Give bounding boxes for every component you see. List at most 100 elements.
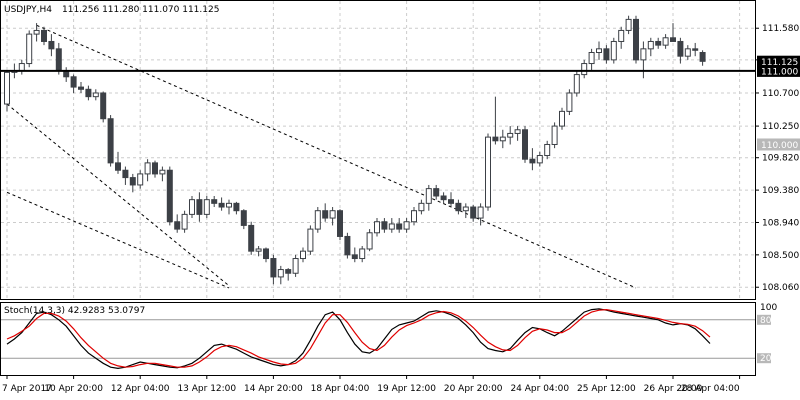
candle-bull (255, 248, 262, 252)
stoch-level-box (757, 353, 771, 364)
y-tick-label: 108.060 (762, 283, 799, 293)
stoch-panel-frame (0, 302, 756, 376)
candle-bear (699, 52, 706, 62)
x-tick-label: 19 Apr 12:00 (377, 384, 436, 394)
stoch-level-box (757, 314, 771, 325)
candle-bull (33, 29, 40, 35)
stoch-tick-label: 20 (760, 354, 772, 364)
candle-bear (337, 210, 343, 237)
candle-bull (403, 221, 410, 230)
candle-bear (492, 136, 499, 142)
stoch-panel: 100 80 20 Stoch(14,3,3) 42.9283 53.0797 (0, 302, 777, 376)
stoch-levels (1, 319, 755, 359)
candle-bull (359, 248, 366, 260)
candle-bull (514, 129, 521, 134)
price-panel: 111.580111.150110.700110.250109.820109.3… (0, 0, 800, 300)
candle-bear (248, 224, 255, 252)
candle-bull (388, 223, 395, 230)
candle-bear (41, 29, 47, 42)
candle-bull (647, 40, 654, 50)
candle-bear (85, 88, 92, 98)
x-tick-label: 18 Apr 04:00 (311, 384, 370, 394)
x-tick-label: 28 Apr 04:00 (681, 384, 740, 394)
candle-bear (129, 177, 136, 186)
price-label-box (757, 138, 800, 151)
y-tick-label: 109.380 (762, 186, 799, 196)
candle-bear (522, 129, 528, 160)
candle-bull (203, 199, 210, 215)
candle-bear (166, 169, 173, 223)
candle-bull (4, 71, 10, 105)
candle-bear (263, 248, 269, 260)
candle-bull (18, 63, 25, 72)
candle-bull (411, 210, 417, 223)
candle-bear (677, 40, 684, 57)
candle-bear (78, 86, 84, 90)
price-label-box (757, 55, 800, 68)
candle-bull (625, 18, 632, 31)
y-tick-label: 109.820 (762, 154, 799, 164)
candle-bull (462, 206, 469, 212)
y-tick-label: 108.500 (762, 251, 799, 261)
candle-bear (351, 254, 358, 260)
candle-bear (55, 48, 62, 72)
candle-bull (507, 132, 514, 138)
candle-bear (655, 40, 662, 46)
candle-bull (366, 232, 373, 250)
candle-bull (662, 37, 669, 46)
candle-bear (529, 158, 536, 164)
candle-bear (233, 202, 240, 212)
candle-bear (174, 221, 181, 230)
candle-bull (307, 228, 314, 252)
price-panel-frame (0, 0, 756, 300)
candle-bear (122, 169, 129, 179)
candle-bear (396, 223, 403, 230)
candle-bear (603, 48, 610, 61)
x-tick-label: 25 Apr 12:00 (577, 384, 636, 394)
x-tick-label: 14 Apr 20:00 (244, 384, 303, 394)
x-tick-label: 20 Apr 20:00 (444, 384, 503, 394)
candle-bear (70, 76, 77, 88)
candle-bear (285, 269, 292, 274)
candle-bull (640, 48, 647, 61)
channel-line (36, 24, 637, 289)
y-tick-label: 111.580 (762, 24, 799, 34)
candles (4, 15, 706, 285)
candle-bull (499, 136, 506, 142)
candle-bear (240, 210, 247, 226)
x-tick-label: 7 Apr 2017 (2, 384, 52, 394)
candle-bull (159, 169, 166, 175)
candle-bull (610, 40, 617, 61)
candle-bull (92, 92, 99, 98)
candle-bull (573, 74, 580, 94)
channel-line (6, 191, 230, 289)
candle-bear (100, 92, 107, 120)
candle-bull (277, 269, 284, 278)
candle-bull (485, 136, 491, 208)
stoch-line-signal (6, 308, 711, 368)
candle-bull (684, 48, 691, 57)
candle-bull (566, 92, 573, 112)
candle-bull (329, 210, 336, 219)
candle-bear (455, 202, 462, 212)
candle-bull (374, 221, 380, 234)
candle-bull (588, 52, 595, 65)
candle-bull (226, 202, 232, 208)
chart-header-symbol: USDJPY,H4 (4, 5, 52, 15)
y-tick-label: 110.250 (762, 122, 799, 132)
stoch-axis: 100 80 20 (757, 303, 777, 364)
price-label-box (757, 64, 800, 77)
candle-bull (300, 250, 306, 260)
y-tick-label: 108.940 (762, 218, 799, 228)
candle-bull (189, 199, 195, 215)
stoch-tick-label: 80 (760, 316, 772, 326)
candle-bear (218, 202, 225, 208)
stoch-title: Stoch(14,3,3) 42.9283 53.0797 (4, 306, 145, 316)
candle-bull (544, 143, 551, 157)
candle-bull (559, 110, 565, 127)
candle-bear (196, 199, 203, 215)
x-tick-label: 10 Apr 20:00 (44, 384, 103, 394)
